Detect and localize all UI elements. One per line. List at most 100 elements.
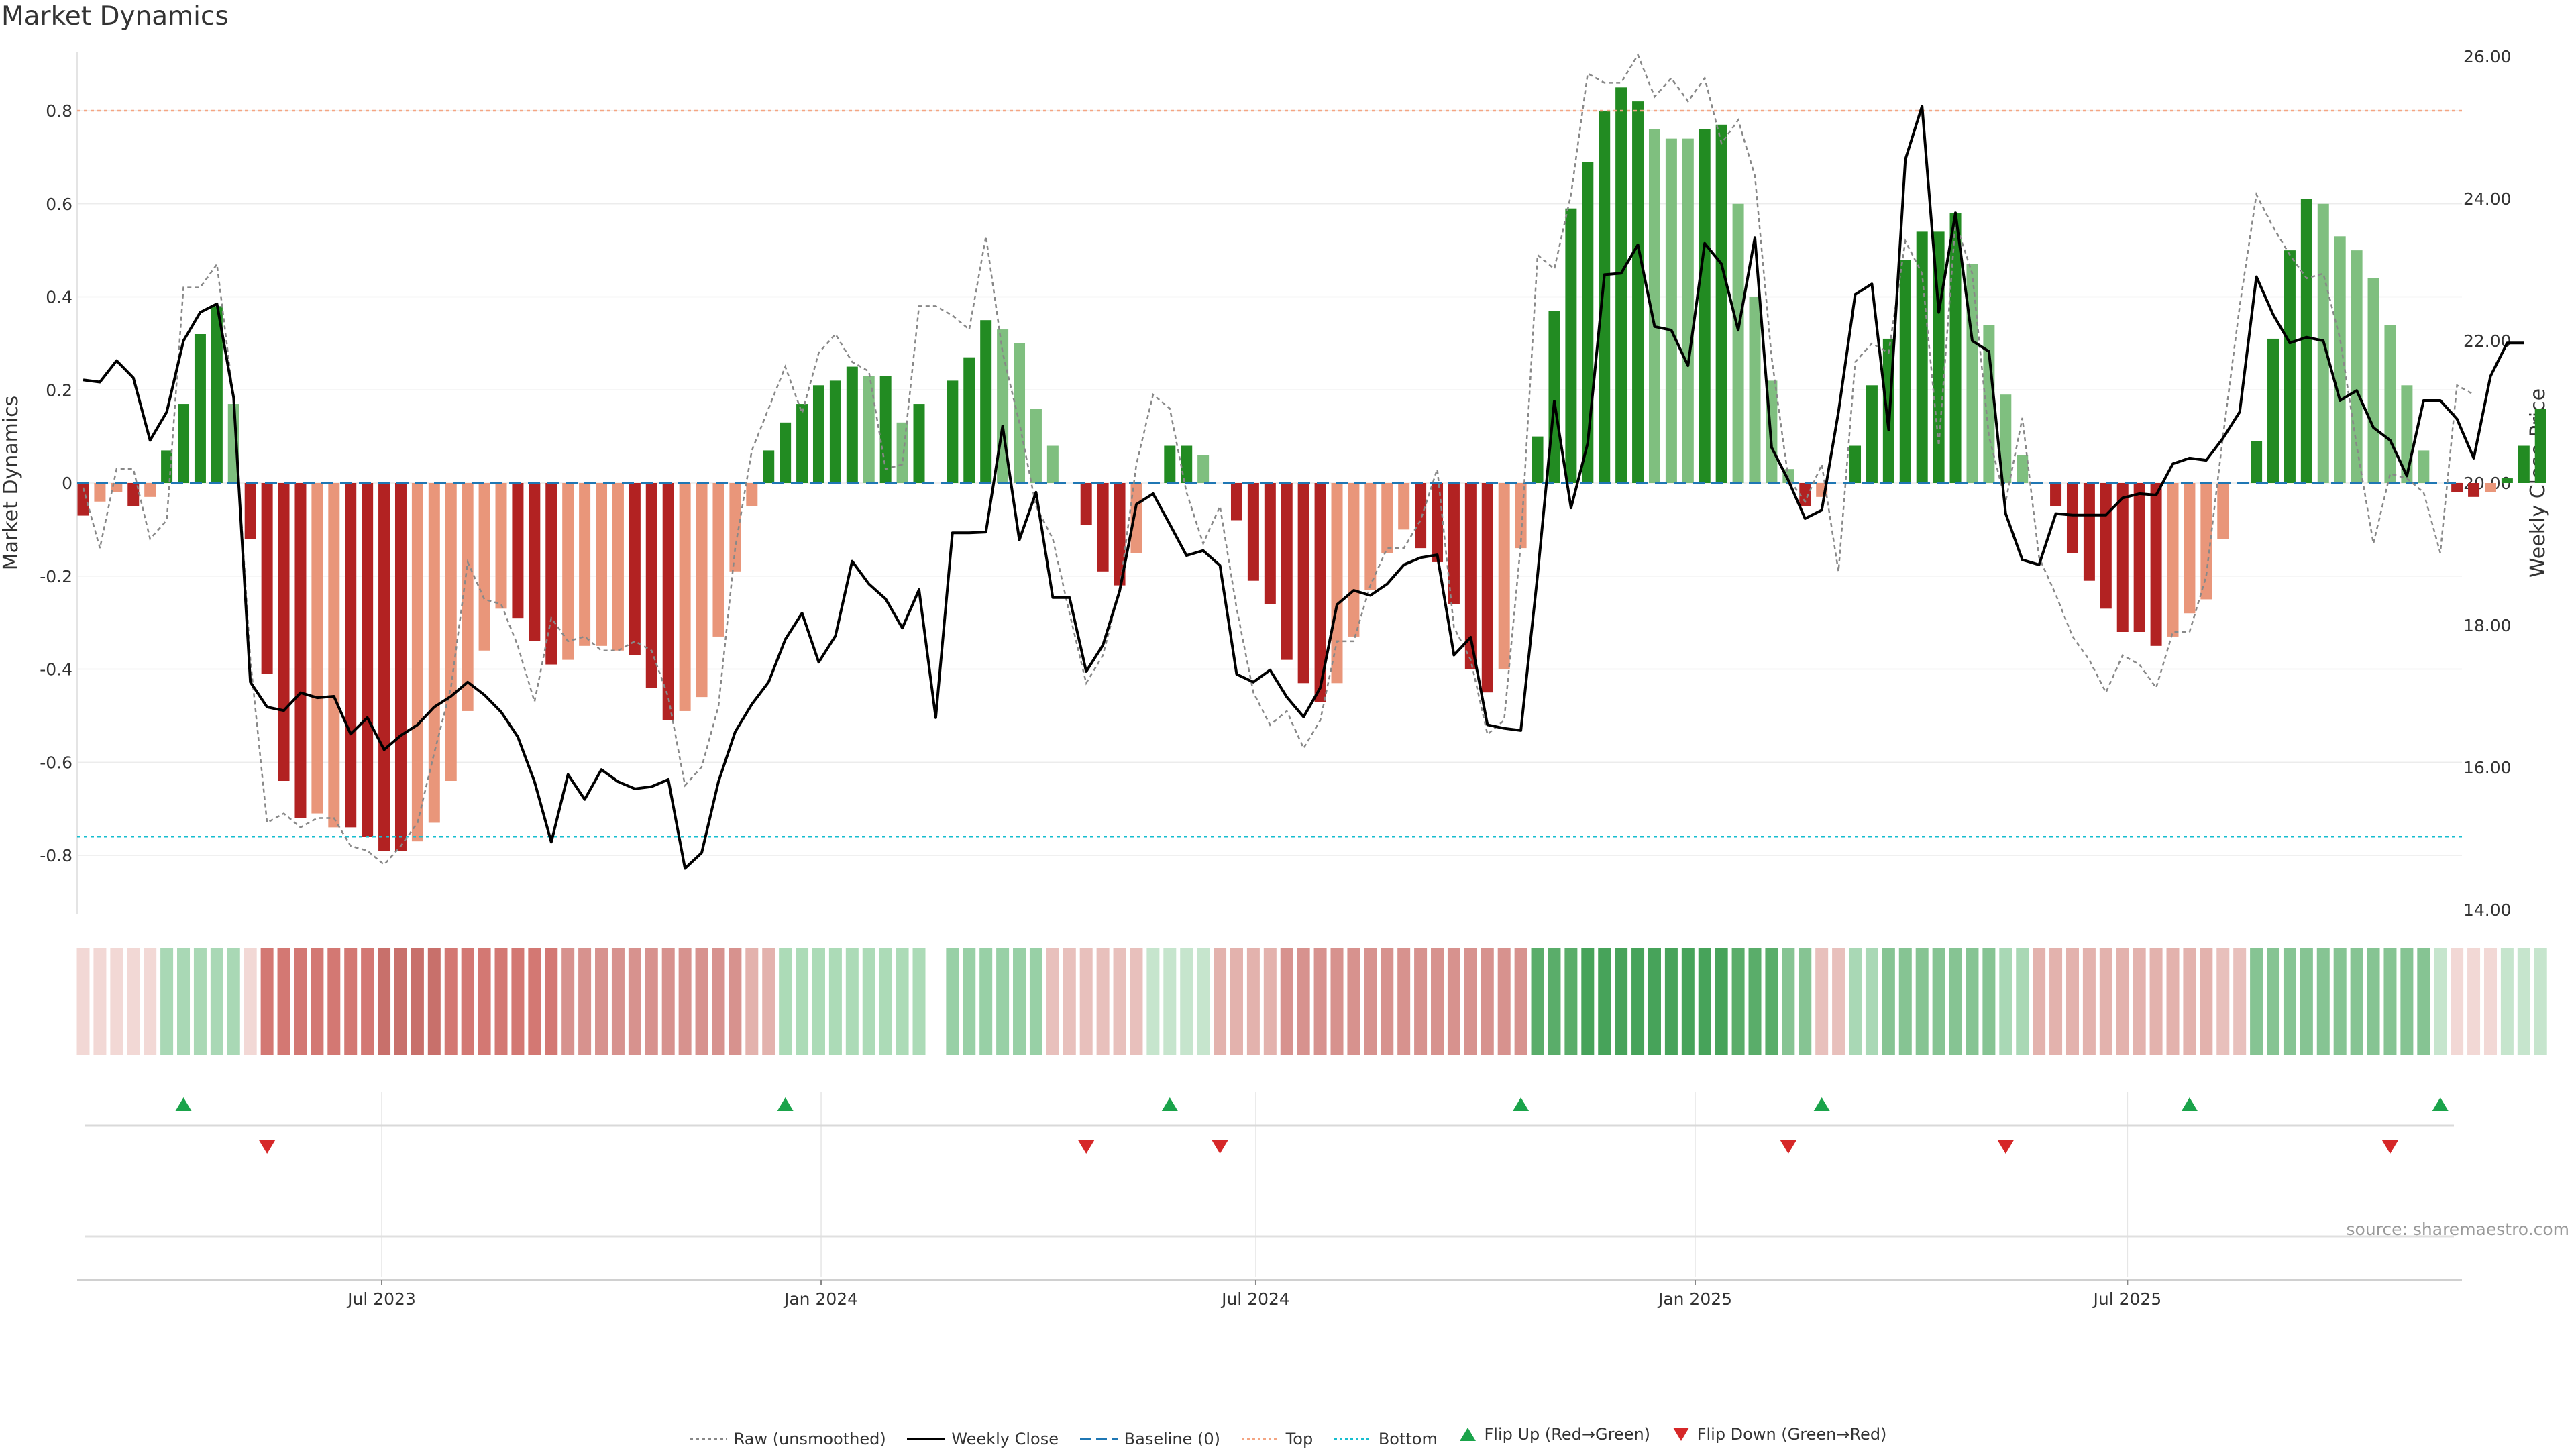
heat-strip-cell	[862, 948, 875, 1055]
heat-strip-cell	[2467, 948, 2481, 1055]
left-tick-label: 0.2	[46, 380, 72, 400]
dynamics-bar	[2083, 483, 2095, 581]
dynamics-bar	[2501, 478, 2513, 483]
dynamics-bar	[1481, 483, 1493, 693]
heat-strip-cell	[1782, 948, 1795, 1055]
heat-strip-cell	[2451, 948, 2464, 1055]
dynamics-bar	[1532, 436, 1544, 483]
heat-strip-cell	[628, 948, 641, 1055]
dynamics-bar	[1916, 231, 1928, 483]
heat-strip-cell	[260, 948, 274, 1055]
heat-strip-cell	[2116, 948, 2129, 1055]
dynamics-bar	[345, 483, 357, 828]
heat-strip-cell	[1497, 948, 1511, 1055]
dynamics-bar	[2518, 445, 2530, 483]
heat-strip-cell	[561, 948, 575, 1055]
raw-series-line	[82, 52, 2475, 866]
dynamics-bar	[1046, 445, 1059, 483]
heat-strip-cell	[779, 948, 792, 1055]
heat-strip-cell	[1631, 948, 1645, 1055]
heat-strip-cell	[1815, 948, 1829, 1055]
dynamics-bar	[712, 483, 724, 637]
heat-strip-cell	[193, 948, 207, 1055]
heat-strip-cell	[411, 948, 424, 1055]
heat-strip-cell	[2434, 948, 2447, 1055]
dynamics-bar	[1432, 483, 1444, 562]
flip-down-marker	[1078, 1140, 1095, 1154]
dynamics-bar	[1699, 129, 1711, 483]
heat-strip-cell	[210, 948, 223, 1055]
heat-strip-cell	[2183, 948, 2196, 1055]
heat-strip-cell	[1531, 948, 1544, 1055]
heat-strip-cell	[1214, 948, 1227, 1055]
dynamics-bar	[846, 366, 858, 483]
dynamics-bar	[2251, 441, 2263, 483]
legend-label-flip-down: Flip Down (Green→Red)	[1697, 1425, 1887, 1444]
heat-strip-cell	[2099, 948, 2112, 1055]
legend-item-flip-down: Flip Down (Green→Red)	[1672, 1425, 1887, 1444]
dynamics-bar	[194, 334, 206, 483]
heat-strip-cell	[2133, 948, 2146, 1055]
heat-strip-cell	[645, 948, 658, 1055]
dynamics-bar	[1164, 445, 1176, 483]
dynamics-bar	[77, 483, 89, 516]
dynamics-bar	[2184, 483, 2196, 614]
dynamics-bar	[1949, 213, 1962, 483]
heat-strip-cell	[1046, 948, 1059, 1055]
heat-strip-cell	[2383, 948, 2397, 1055]
dynamics-bar	[362, 483, 374, 837]
dynamics-bar	[2418, 450, 2430, 483]
dynamics-bar	[127, 483, 140, 506]
dynamics-bar	[1983, 325, 1995, 483]
heat-strip-cell	[2534, 948, 2547, 1055]
dynamics-bar	[1749, 297, 1761, 483]
dynamics-bar	[796, 404, 808, 483]
left-axis-title: Market Dynamics	[0, 396, 23, 571]
flip-up-marker	[1513, 1097, 1529, 1111]
dynamics-bar	[1715, 124, 1727, 483]
dynamics-bar	[445, 483, 457, 781]
dynamics-bar	[1682, 138, 1694, 483]
dynamics-bar	[829, 380, 841, 483]
dynamics-bar	[2133, 483, 2145, 632]
dynamics-bar	[2150, 483, 2162, 646]
flip-up-icon	[1460, 1428, 1477, 1441]
right-tick-label: 26.00	[2463, 47, 2512, 66]
heat-strip-cell	[494, 948, 508, 1055]
heat-strip-cell	[2283, 948, 2296, 1055]
flip-up-marker	[175, 1097, 192, 1111]
dynamics-bar	[1966, 264, 1978, 483]
dynamics-bar	[2066, 483, 2078, 553]
heat-strip-cell	[611, 948, 625, 1055]
legend-swatch-top	[1241, 1438, 1279, 1440]
dynamics-bar	[1648, 129, 1660, 483]
dynamics-bar	[2000, 394, 2012, 483]
dynamics-bar	[2468, 483, 2480, 497]
dynamics-bar	[144, 483, 156, 497]
heat-strip-cell	[2016, 948, 2029, 1055]
dynamics-bar	[529, 483, 541, 641]
dynamics-bar	[1381, 483, 1393, 553]
dynamics-bar	[1732, 203, 1744, 483]
dynamics-bar	[2217, 483, 2229, 539]
heat-strip-cell	[762, 948, 775, 1055]
heat-strip-cell	[963, 948, 976, 1055]
heat-strip-cell	[427, 948, 441, 1055]
dynamics-bar	[2284, 250, 2296, 483]
source-note: source: sharemaestro.com	[2346, 1220, 2570, 1239]
heat-strip-cell	[1648, 948, 1661, 1055]
heat-strip-cell	[2250, 948, 2263, 1055]
right-tick-label: 24.00	[2463, 189, 2512, 209]
dynamics-bar	[1281, 483, 1293, 660]
dynamics-bar	[1297, 483, 1309, 684]
chart-title: Market Dynamics	[1, 1, 229, 32]
heat-strip-cell	[2367, 948, 2380, 1055]
dynamics-bar	[2351, 250, 2363, 483]
x-tick-label: Jan 2025	[1657, 1289, 1732, 1309]
heat-strip-cell	[1079, 948, 1093, 1055]
dynamics-bar	[2167, 483, 2179, 637]
heat-strip-cell	[1748, 948, 1762, 1055]
dynamics-bar	[1264, 483, 1276, 604]
heat-strip-cell	[1982, 948, 1996, 1055]
heat-strip-cell	[2517, 948, 2530, 1055]
